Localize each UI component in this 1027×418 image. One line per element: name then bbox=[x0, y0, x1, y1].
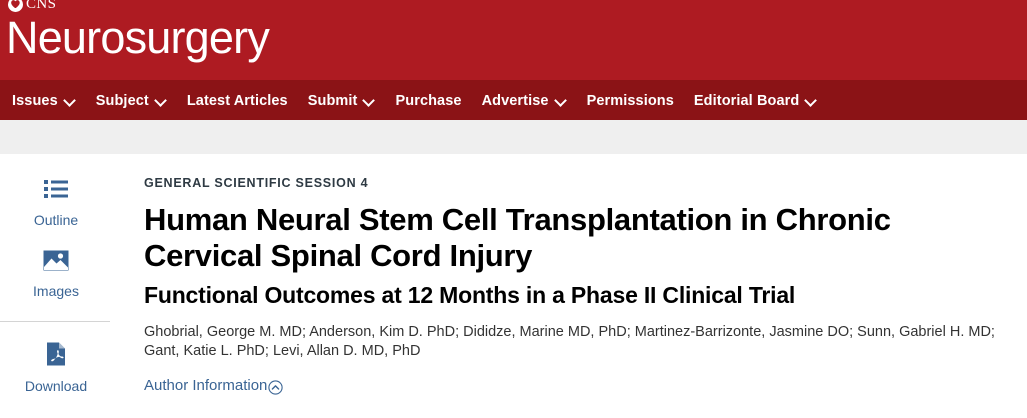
nav-item-advertise[interactable]: Advertise bbox=[476, 81, 581, 121]
sidebar-item-images[interactable]: Images bbox=[0, 250, 112, 299]
nav-item-label: Purchase bbox=[395, 92, 462, 109]
author-information-toggle[interactable]: Author Information bbox=[144, 377, 284, 395]
nav-item-label: Subject bbox=[95, 92, 149, 109]
chevron-down-icon bbox=[806, 95, 817, 106]
page-title: Human Neural Stem Cell Transplantation i… bbox=[144, 202, 891, 273]
images-picture-icon bbox=[43, 250, 69, 276]
chevron-down-icon bbox=[364, 95, 375, 106]
nav-item-label: Submit bbox=[307, 92, 358, 109]
header-spacer-band bbox=[0, 120, 1027, 154]
pdf-download-icon bbox=[46, 342, 66, 371]
author-information-label: Author Information bbox=[144, 377, 268, 394]
sidebar-item-label: Outline bbox=[33, 212, 79, 228]
article-subtitle: Functional Outcomes at 12 Months in a Ph… bbox=[144, 282, 796, 308]
nav-item-submit[interactable]: Submit bbox=[302, 81, 390, 121]
nav-item-label: Editorial Board bbox=[693, 92, 800, 109]
sidebar-item-outline[interactable]: Outline bbox=[0, 178, 112, 228]
chevron-down-icon bbox=[65, 95, 76, 106]
nav-item-issues[interactable]: Issues bbox=[6, 81, 90, 121]
main-navigation: Issues Subject Latest Articles Submit Pu… bbox=[0, 80, 1027, 120]
journal-title[interactable]: Neurosurgery bbox=[6, 12, 270, 63]
site-masthead: CNS Neurosurgery bbox=[0, 0, 1027, 80]
chevron-down-icon bbox=[156, 95, 167, 106]
article-header-main: GENERAL SCIENTIFIC SESSION 4 Human Neura… bbox=[112, 154, 1027, 395]
nav-item-subject[interactable]: Subject bbox=[90, 81, 181, 121]
nav-item-label: Issues bbox=[12, 92, 58, 109]
cns-logo[interactable]: CNS bbox=[8, 0, 56, 14]
nav-item-editorial-board[interactable]: Editorial Board bbox=[688, 81, 831, 121]
sidebar-item-download[interactable]: Download bbox=[0, 342, 112, 394]
sidebar-item-label: Images bbox=[33, 283, 79, 299]
session-label: GENERAL SCIENTIFIC SESSION 4 bbox=[144, 176, 369, 190]
sidebar-item-label: Download bbox=[24, 378, 88, 394]
circle-chevron-up-icon bbox=[268, 379, 284, 395]
outline-list-icon bbox=[43, 178, 69, 205]
nav-item-permissions[interactable]: Permissions bbox=[581, 81, 688, 121]
cns-heart-logo-icon bbox=[8, 0, 23, 12]
sidebar-divider bbox=[0, 321, 110, 322]
nav-item-latest-articles[interactable]: Latest Articles bbox=[181, 81, 302, 121]
cns-logo-text: CNS bbox=[26, 0, 57, 12]
chevron-down-icon bbox=[556, 95, 567, 106]
nav-item-purchase[interactable]: Purchase bbox=[389, 81, 475, 121]
author-list: Ghobrial, George M. MD; Anderson, Kim D.… bbox=[144, 324, 995, 359]
nav-item-label: Permissions bbox=[586, 92, 674, 109]
page-body: Outline Images Download bbox=[0, 154, 1027, 418]
nav-item-label: Latest Articles bbox=[186, 92, 288, 109]
article-tools-sidebar: Outline Images Download bbox=[0, 154, 112, 416]
nav-item-label: Advertise bbox=[481, 92, 549, 109]
